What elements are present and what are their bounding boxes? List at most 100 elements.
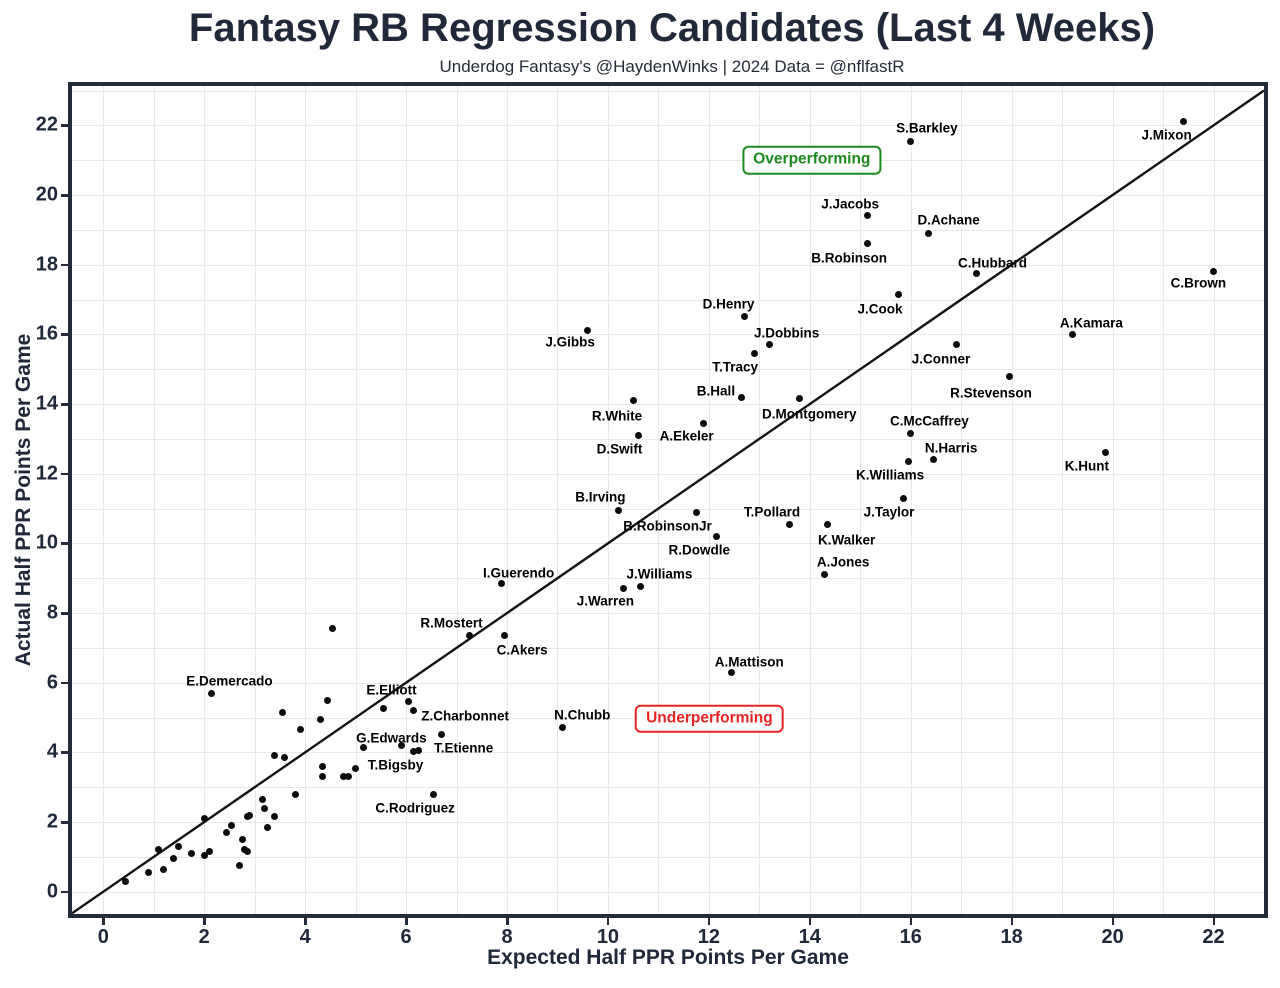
data-point — [972, 269, 980, 277]
point-label: C.Rodriguez — [375, 800, 455, 816]
data-point — [291, 790, 299, 798]
plot-panel: S.Barkley J.Mixon J.Jacobs D.Achane B.Robins… — [68, 82, 1268, 918]
x-axis-tick — [1111, 918, 1115, 925]
gridline — [406, 86, 408, 914]
data-point — [296, 726, 304, 734]
point-label: C.Brown — [1170, 275, 1227, 291]
gridline — [72, 752, 1264, 754]
x-axis-tick — [506, 918, 509, 925]
annotation-box: Underperforming — [635, 704, 784, 733]
data-point — [437, 731, 445, 739]
data-point — [738, 393, 746, 401]
data-point — [236, 862, 244, 870]
point-label: D.Henry — [702, 296, 755, 312]
chart-subtitle: Underdog Fantasy's @HaydenWinks | 2024 D… — [439, 57, 905, 76]
data-point — [907, 137, 915, 145]
data-point — [712, 532, 720, 540]
y-axis-tick — [61, 124, 68, 127]
gridline — [1011, 86, 1013, 914]
data-point — [258, 795, 266, 803]
chart-title: Fantasy RB Regression Candidates (Last 4… — [188, 6, 1156, 50]
data-point — [637, 583, 645, 591]
data-point — [261, 804, 269, 812]
x-axis-tick — [707, 918, 711, 925]
y-tick-label: 20 — [35, 183, 58, 206]
point-label: A.Mattison — [714, 654, 784, 670]
gridline — [72, 264, 1264, 266]
gridline — [204, 86, 206, 914]
x-axis-tick — [1010, 918, 1014, 925]
gridline — [72, 334, 1264, 336]
gridline — [1112, 86, 1114, 914]
y-tick-label: 12 — [35, 462, 58, 485]
data-point — [796, 395, 804, 403]
gridline — [72, 299, 1264, 301]
gridline — [72, 613, 1264, 615]
data-point — [924, 229, 932, 237]
y-axis-tick — [61, 681, 68, 685]
data-point — [379, 705, 387, 713]
point-label: S.Barkley — [896, 120, 958, 136]
data-point — [208, 689, 216, 697]
gridline — [72, 125, 1264, 127]
point-label: E.Demercado — [186, 673, 273, 689]
y-axis-tick — [61, 821, 68, 824]
point-label: A.Jones — [816, 554, 870, 570]
data-point — [728, 668, 736, 676]
gridline — [759, 86, 761, 914]
x-tick-label: 10 — [596, 926, 620, 948]
point-label: K.Williams — [855, 467, 925, 483]
y-tick-label: 14 — [35, 392, 58, 415]
gridline — [1062, 86, 1064, 914]
point-label: E.Elliott — [366, 682, 417, 698]
point-label: K.Hunt — [1064, 457, 1109, 473]
data-point — [864, 212, 872, 220]
gridline — [72, 578, 1264, 580]
data-point — [700, 419, 708, 427]
gridline — [1163, 86, 1165, 914]
x-axis-tick — [606, 918, 610, 925]
y-axis-tick — [61, 472, 68, 476]
data-point — [907, 430, 915, 438]
x-axis-tick — [203, 918, 206, 925]
gridline — [72, 90, 1264, 92]
point-label: G.Edwards — [356, 729, 427, 745]
data-point — [415, 746, 423, 754]
x-axis-tick — [102, 918, 105, 925]
point-label: B.Irving — [575, 488, 626, 504]
x-tick-label: 22 — [1202, 926, 1225, 948]
gridline — [1213, 86, 1215, 914]
data-point — [1101, 449, 1109, 457]
gridline — [355, 86, 357, 914]
point-label: C.Akers — [496, 642, 548, 658]
gridline — [103, 86, 105, 914]
data-point — [1005, 372, 1013, 380]
x-tick-label: 6 — [400, 926, 412, 948]
gridline — [809, 86, 811, 914]
data-point — [188, 849, 196, 857]
x-tick-label: 14 — [798, 926, 821, 948]
data-point — [430, 790, 438, 798]
gridline — [860, 86, 862, 914]
data-point — [170, 855, 178, 863]
data-point — [200, 851, 208, 859]
data-point — [692, 508, 700, 516]
data-point — [765, 341, 773, 349]
point-label: B.Hall — [696, 383, 736, 399]
data-point — [316, 715, 324, 723]
x-tick-label: 12 — [697, 926, 720, 948]
gridline — [557, 86, 559, 914]
gridline — [72, 404, 1264, 406]
y-axis-tick — [61, 751, 68, 754]
y-axis-title: Actual Half PPR Points Per Game — [12, 333, 35, 667]
data-point — [584, 327, 592, 335]
data-point — [271, 752, 279, 760]
gridline — [72, 438, 1264, 440]
point-label: R.White — [591, 408, 643, 424]
x-axis-title: Expected Half PPR Points Per Game — [487, 946, 849, 969]
gridline — [72, 369, 1264, 371]
x-axis-tick — [405, 918, 408, 925]
point-label: T.Bigsby — [367, 757, 424, 773]
identity-reference-line — [72, 89, 1264, 914]
gridline — [72, 891, 1264, 893]
